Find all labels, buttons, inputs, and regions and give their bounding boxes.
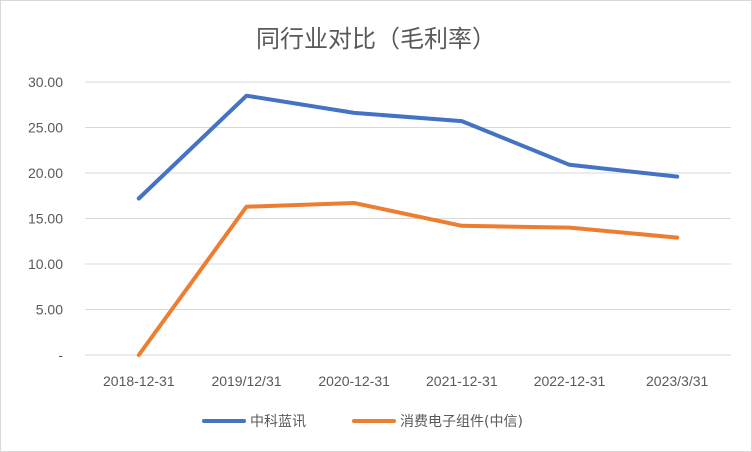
x-tick-label: 2021-12-31 bbox=[426, 373, 498, 389]
y-tick-label: 5.00 bbox=[36, 302, 63, 318]
y-tick-label: 20.00 bbox=[28, 165, 63, 181]
series-line-0 bbox=[136, 93, 680, 201]
gridlines bbox=[85, 81, 731, 356]
y-tick-label: 30.00 bbox=[28, 74, 63, 90]
series-lines bbox=[136, 93, 680, 357]
y-tick-label: 10.00 bbox=[28, 256, 63, 272]
chart-title: 同行业对比（毛利率） bbox=[256, 25, 496, 53]
y-tick-label: - bbox=[58, 347, 63, 363]
legend-label-0: 中科蓝讯 bbox=[250, 414, 306, 430]
legend-label-1: 消费电子组件(中信) bbox=[400, 414, 523, 430]
x-tick-label: 2023/3/31 bbox=[646, 373, 708, 389]
x-axis-ticks: 2018-12-31 2019/12/31 2020-12-31 2021-12-31… bbox=[103, 373, 708, 389]
legend: 中科蓝讯 消费电子组件(中信) bbox=[202, 414, 523, 430]
x-tick-label: 2022-12-31 bbox=[534, 373, 606, 389]
x-tick-label: 2020-12-31 bbox=[318, 373, 390, 389]
y-tick-label: 15.00 bbox=[28, 211, 63, 227]
x-tick-label: 2019/12/31 bbox=[211, 373, 281, 389]
y-tick-label: 25.00 bbox=[28, 120, 63, 136]
series-line-1 bbox=[136, 201, 680, 357]
y-axis-ticks: - 5.00 10.00 15.00 20.00 25.00 30.00 bbox=[28, 74, 63, 363]
x-tick-label: 2018-12-31 bbox=[103, 373, 175, 389]
